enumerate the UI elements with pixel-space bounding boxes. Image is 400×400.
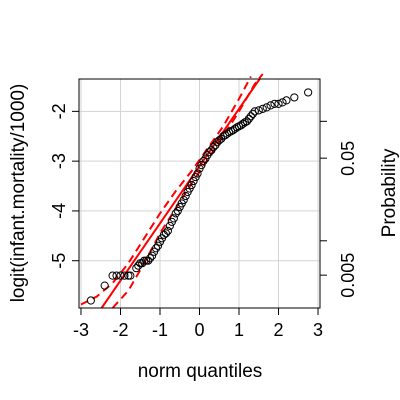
data-point bbox=[101, 282, 108, 289]
x-axis: -3 -2 -1 0 1 2 3 bbox=[73, 308, 323, 340]
data-point bbox=[305, 89, 312, 96]
y-tick-label: -5 bbox=[49, 253, 69, 269]
x-tick-label: 2 bbox=[274, 320, 284, 340]
x-tick-label: 1 bbox=[234, 320, 244, 340]
right-axis-title: Probability bbox=[379, 148, 400, 237]
y-tick-label: -2 bbox=[49, 103, 69, 119]
x-tick-label: -3 bbox=[73, 320, 89, 340]
x-tick-label: 0 bbox=[194, 320, 204, 340]
right-tick-label: 0.05 bbox=[338, 141, 358, 176]
right-tick-label: 0.005 bbox=[338, 253, 358, 298]
x-tick-label: -2 bbox=[112, 320, 128, 340]
x-axis-title: norm quantiles bbox=[138, 361, 263, 382]
data-point bbox=[291, 94, 298, 101]
y-axis: -5 -4 -3 -2 bbox=[49, 103, 79, 268]
confidence-envelope bbox=[81, 74, 263, 308]
right-axis: 0.05 0.005 bbox=[320, 121, 358, 298]
x-tick-label: 3 bbox=[313, 320, 323, 340]
y-axis-title: logit(infant.mortality/1000) bbox=[8, 84, 29, 303]
data-point bbox=[87, 297, 94, 304]
x-tick-label: -1 bbox=[152, 320, 168, 340]
y-tick-label: -4 bbox=[49, 203, 69, 219]
y-tick-label: -3 bbox=[49, 153, 69, 169]
envelope-upper-line bbox=[81, 77, 251, 305]
